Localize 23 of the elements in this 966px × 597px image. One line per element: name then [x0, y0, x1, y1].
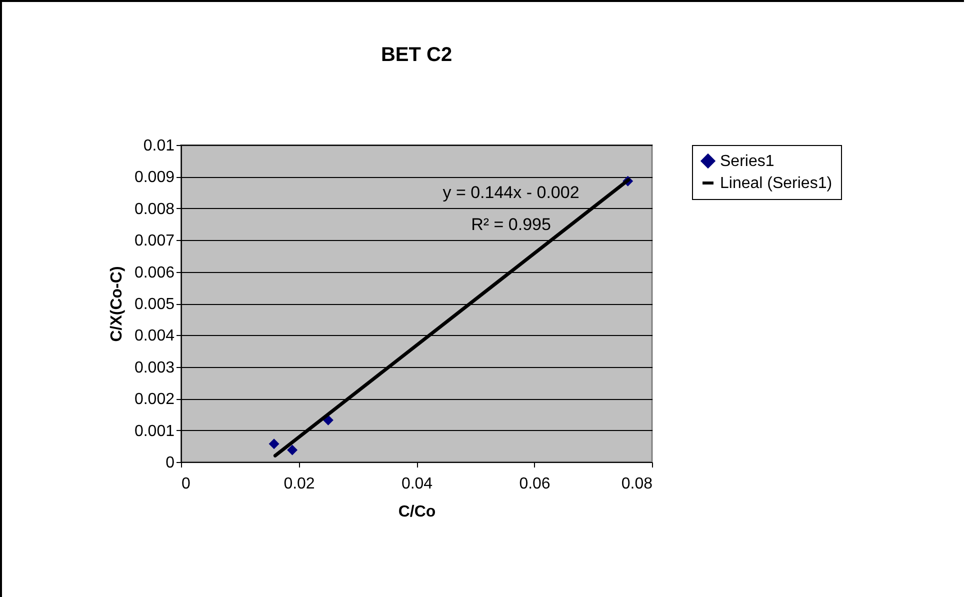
y-tick-label: 0.002	[134, 391, 175, 408]
annotation: R² = 0.995	[471, 215, 551, 234]
annotation: y = 0.144x - 0.002	[442, 183, 580, 202]
legend-label: Series1	[720, 153, 774, 170]
y-tick-label: 0.005	[134, 296, 175, 313]
y-tick-label: 0.001	[134, 422, 175, 440]
x-tick-label: 0	[182, 476, 190, 492]
y-tick-label: 0.007	[134, 232, 175, 250]
y-tick-label: 0.01	[143, 138, 175, 154]
x-tick-label: 0.04	[401, 476, 433, 492]
y-tick-label: 0.004	[134, 328, 175, 345]
x-tick-label: 0.02	[284, 476, 315, 492]
y-tick-label: 0.003	[134, 359, 175, 376]
y-tick-label: 0.009	[134, 169, 175, 186]
chart-title: BET C2	[380, 44, 452, 66]
x-tick-label: 0.08	[621, 476, 653, 492]
y-tick-label: 0.008	[134, 200, 175, 218]
x-axis-title: C/Co	[398, 504, 436, 520]
x-tick-label: 0.06	[519, 476, 550, 492]
y-tick-label: 0	[166, 454, 175, 472]
legend-label: Lineal (Series1)	[720, 175, 832, 192]
y-tick-label: 0.006	[134, 264, 175, 282]
y-axis-title: C/X(Co-C)	[108, 266, 126, 342]
